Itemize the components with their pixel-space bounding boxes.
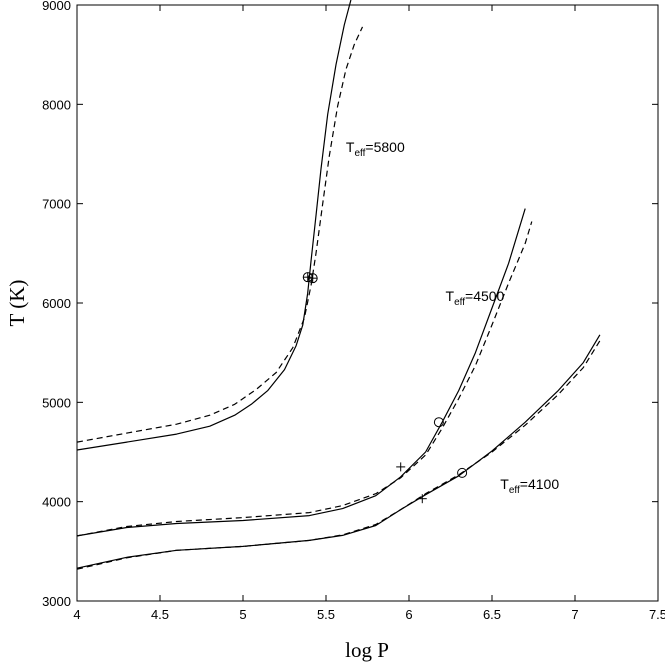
x-tick-label: 4.5 <box>151 607 169 622</box>
series-line-2-dashed <box>76 26 364 443</box>
teff-label-prefix: T <box>346 139 355 155</box>
y-tick-label: 5000 <box>42 395 71 410</box>
y-tick-label: 9000 <box>42 0 71 13</box>
x-tick-label: 7 <box>571 607 578 622</box>
curves <box>76 0 601 570</box>
y-tick-label: 4000 <box>42 495 71 510</box>
teff-label-sub: eff <box>354 148 365 159</box>
y-tick-label: 8000 <box>42 97 71 112</box>
teff-label-value: =4100 <box>520 476 560 492</box>
series-line-1-solid <box>76 0 352 451</box>
marker-circle <box>457 467 468 478</box>
x-tick-label: 6 <box>405 607 412 622</box>
circle-marker <box>457 467 468 478</box>
marker-circle <box>433 417 444 428</box>
teff-label-prefix: T <box>500 476 509 492</box>
y-tick-label: 6000 <box>42 296 71 311</box>
teff-label: Teff=4100 <box>500 476 559 496</box>
y-tick-label: 7000 <box>42 197 71 212</box>
series-line-6-dashed <box>76 340 601 570</box>
x-tick-label: 4 <box>73 607 80 622</box>
y-axis-title: T (K) <box>5 280 29 327</box>
teff-label: Teff=5800 <box>346 139 405 159</box>
axis-ticks: 4 4.5 5 5.5 6 6.5 7 7.5 3000 4000 5000 6000 7000 8000… <box>42 0 665 622</box>
x-axis-title: log P <box>345 638 389 662</box>
x-tick-label: 5 <box>239 607 246 622</box>
plus-marker <box>396 462 406 472</box>
series-line-3-solid <box>76 208 526 537</box>
x-tick-label: 7.5 <box>649 607 665 622</box>
x-tick-label: 5.5 <box>317 607 335 622</box>
teff-label-sub: eff <box>509 485 520 496</box>
series-line-4-dashed <box>76 221 533 537</box>
x-tick-label: 6.5 <box>483 607 501 622</box>
teff-label-value: =5800 <box>365 139 405 155</box>
plot-frame <box>76 4 659 602</box>
series-line-5-solid <box>76 334 601 569</box>
y-tick-label: 3000 <box>42 594 71 609</box>
circle-marker <box>433 417 444 428</box>
teff-label-prefix: T <box>446 288 455 304</box>
markers <box>302 272 468 504</box>
plus-marker <box>417 494 427 504</box>
teff-label: Teff=4500 <box>446 288 505 308</box>
circle-plus-marker <box>307 273 318 284</box>
teff-label-value: =4500 <box>465 288 505 304</box>
teff-label-sub: eff <box>454 297 465 308</box>
